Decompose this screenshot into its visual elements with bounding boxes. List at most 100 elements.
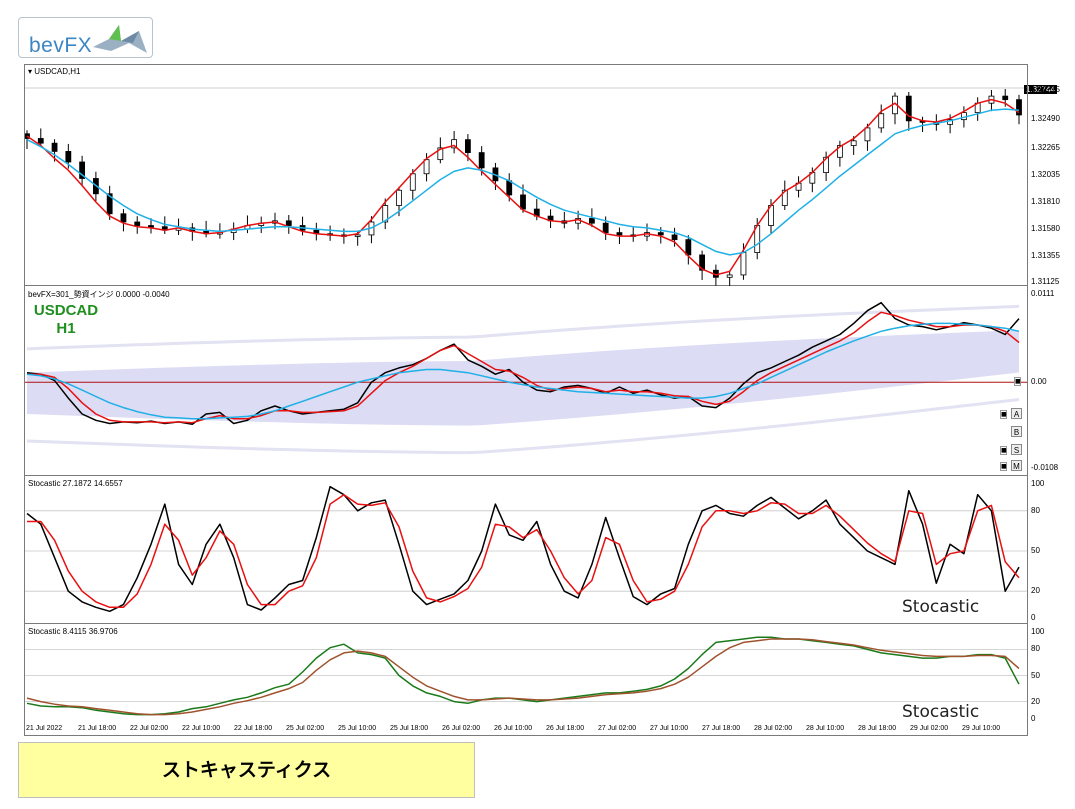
toggle-m-marker[interactable]: ■ (1000, 462, 1007, 471)
candle-body (65, 151, 72, 163)
stochastic-pane-2: Stocastic 8.4115 36.9706 Stocastic (24, 624, 1028, 725)
symbol-label: USDCAD (33, 302, 99, 319)
series-line-2 (26, 108, 1020, 256)
stochastic-chart-2[interactable] (24, 624, 1028, 725)
stochastic-1-title: Stocastic 27.1872 14.6557 (28, 479, 123, 488)
x-tick-label: 25 Jul 10:00 (338, 725, 377, 732)
y-tick-label: 0.00 (1031, 377, 1047, 387)
series-line-1 (26, 638, 1020, 716)
stochastic-chart-1[interactable] (24, 476, 1028, 624)
toggle-s-marker[interactable]: ■ (1000, 446, 1007, 455)
current-price-tag: 1.32744 (1024, 85, 1057, 94)
trading-chart-window: ▾ USDCAD,H1 1.32744 bevFX=301_勢資インジ 0.00… (24, 64, 1057, 736)
y-tick-label: 100 (1031, 479, 1045, 488)
indicator-chart[interactable] (24, 286, 1028, 476)
x-tick-label: 26 Jul 10:00 (494, 725, 533, 732)
candle-body (726, 274, 733, 278)
toggle-m-button[interactable]: M (1011, 460, 1022, 471)
stochastic-2-label: Stocastic (902, 702, 980, 722)
candle-body (781, 189, 788, 206)
candle-body (106, 193, 113, 215)
y-tick-label: 50 (1031, 670, 1040, 680)
zero-level-button[interactable]: ■ (1014, 377, 1021, 386)
x-tick-label: 27 Jul 02:00 (598, 725, 637, 732)
x-tick-label: 26 Jul 18:00 (546, 725, 585, 732)
series-line-0 (26, 636, 1020, 716)
stochastic-1-label: Stocastic (902, 597, 980, 617)
y-tick-label: 1.32490 (1031, 114, 1060, 123)
y-tick-label: 0 (1031, 613, 1036, 622)
candle-body (120, 213, 127, 223)
candle-body (836, 145, 843, 158)
x-tick-label: 28 Jul 02:00 (754, 725, 793, 732)
bevfx-logo: bevFX (18, 17, 153, 58)
candle-body (148, 225, 154, 228)
price-chart[interactable] (24, 64, 1028, 286)
candle-body (823, 156, 830, 173)
x-tick-label: 27 Jul 10:00 (650, 725, 689, 732)
envelope-upper-line (26, 304, 1020, 351)
series-line-1 (27, 311, 1020, 424)
candle-body (878, 113, 885, 129)
candle-body (506, 180, 513, 196)
series-line-1 (27, 493, 1020, 609)
toggle-s-button[interactable]: S (1011, 444, 1022, 455)
y-tick-label: 1.31355 (1031, 251, 1060, 260)
indicator-pane: bevFX=301_勢資インジ 0.0000 -0.0040 USDCAD H1… (24, 286, 1028, 476)
candle-body (79, 161, 86, 179)
price-pane-title[interactable]: ▾ USDCAD,H1 (28, 67, 81, 76)
series-line-0 (26, 485, 1020, 613)
x-tick-label: 29 Jul 10:00 (962, 725, 1001, 732)
envelope-lower-line (26, 398, 1020, 455)
candle-body (478, 152, 485, 169)
y-tick-label: 1.31580 (1031, 224, 1060, 233)
price-pane: ▾ USDCAD,H1 1.32744 (24, 64, 1057, 286)
candle-body (947, 119, 954, 125)
x-tick-label: 21 Jul 2022 (26, 725, 63, 732)
stochastic-2-title: Stocastic 8.4115 36.9706 (28, 627, 118, 636)
candle-body (437, 147, 444, 161)
logo-text: bevFX (29, 34, 93, 57)
candle-body (588, 218, 595, 224)
y-tick-label: 1.32035 (1031, 170, 1060, 179)
y-tick-label: 20 (1031, 586, 1040, 596)
x-tick-label: 22 Jul 02:00 (130, 725, 169, 732)
stochastic-pane-1: Stocastic 27.1872 14.6557 Stocastic (24, 476, 1028, 624)
y-tick-label: 0.0111 (1031, 289, 1055, 298)
candle-body (1002, 95, 1009, 101)
x-tick-label: 27 Jul 18:00 (702, 725, 741, 732)
candle-body (602, 222, 609, 233)
candle-body (134, 221, 141, 226)
y-tick-label: 0 (1031, 714, 1036, 723)
candle-body (409, 173, 416, 191)
toggle-a-marker[interactable]: ■ (1000, 410, 1007, 419)
candle-body (1016, 99, 1022, 116)
y-tick-label: 50 (1031, 546, 1040, 555)
x-tick-label: 25 Jul 02:00 (286, 725, 325, 732)
y-tick-label: 1.31125 (1031, 277, 1060, 286)
candle-body (671, 234, 678, 241)
toggle-a-button[interactable]: A (1011, 408, 1022, 419)
series-line-2 (26, 322, 1020, 420)
candle-body (382, 205, 389, 223)
y-tick-label: 20 (1031, 696, 1040, 706)
y-tick-label: 1.31810 (1031, 197, 1060, 206)
y-tick-label: 80 (1031, 505, 1040, 515)
bird-logo-icon (93, 25, 147, 53)
candle-body (285, 220, 292, 226)
y-tick-label: 100 (1031, 627, 1045, 636)
y-tick-label: 1.32265 (1031, 143, 1060, 152)
x-tick-label: 22 Jul 18:00 (234, 725, 273, 732)
x-tick-label: 26 Jul 02:00 (442, 725, 481, 732)
toggle-b-button[interactable]: B (1011, 426, 1022, 437)
candle-body (864, 127, 871, 142)
x-tick-label: 28 Jul 18:00 (858, 725, 897, 732)
candle-body (699, 254, 706, 271)
candle-body (685, 239, 692, 256)
series-line-1 (26, 98, 1020, 276)
candle-body (464, 139, 471, 153)
x-tick-label: 28 Jul 10:00 (806, 725, 845, 732)
candle-body (354, 234, 361, 237)
series-line-0 (26, 301, 1020, 426)
timeframe-label: H1 (56, 320, 76, 337)
